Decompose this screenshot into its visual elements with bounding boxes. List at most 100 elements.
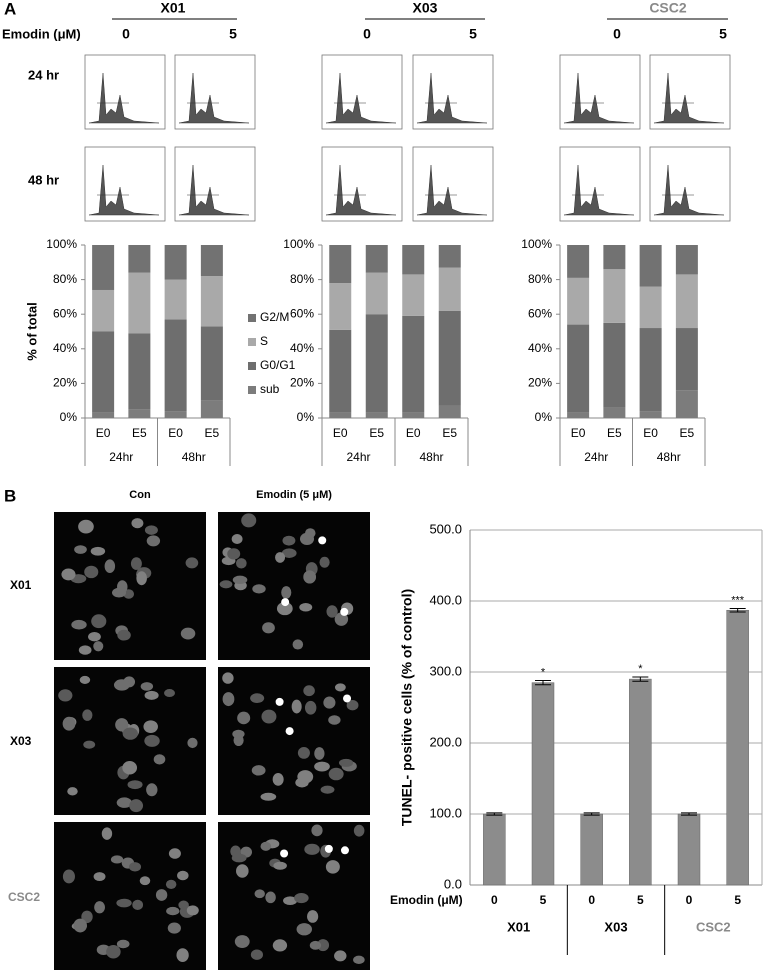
- nucleus: [316, 939, 330, 952]
- bar-segment: [639, 286, 662, 329]
- nucleus: [261, 709, 277, 724]
- nucleus: [78, 519, 94, 534]
- nucleus: [273, 861, 287, 870]
- nucleus: [78, 645, 92, 655]
- bar-segment: [365, 245, 388, 273]
- error-bar: [583, 812, 600, 816]
- histogram-trace: [653, 164, 725, 216]
- bar-segment: [92, 412, 115, 418]
- nucleus: [320, 785, 335, 794]
- nucleus: [146, 535, 161, 547]
- nucleus: [297, 747, 310, 759]
- histogram-trace: [88, 72, 160, 124]
- y-tick-label: 80%: [53, 272, 77, 286]
- panel-label: A: [4, 0, 16, 18]
- apoptotic-nucleus: [343, 694, 352, 703]
- x-tick-label: E5: [369, 426, 384, 440]
- dose-label: 0: [122, 26, 130, 42]
- y-axis-title: TUNEL- positive cells (% of control): [399, 589, 415, 826]
- nucleus: [272, 772, 284, 786]
- bar-segment: [128, 333, 151, 410]
- y-tick-label: 40%: [528, 341, 552, 355]
- legend-swatch: [248, 338, 256, 346]
- nucleus: [262, 622, 275, 634]
- nucleus: [127, 780, 143, 790]
- nucleus: [185, 557, 199, 569]
- nucleus: [115, 718, 129, 732]
- cell-line-label: X01: [161, 0, 186, 16]
- nucleus: [81, 910, 93, 924]
- micrograph: [54, 667, 206, 815]
- histogram-trace: [178, 72, 250, 124]
- bar-segment: [438, 310, 461, 406]
- nucleus: [180, 627, 196, 640]
- nucleus: [88, 631, 101, 642]
- nucleus: [112, 587, 127, 598]
- bar-segment: [92, 245, 115, 290]
- nucleus: [104, 559, 116, 573]
- bar-segment: [639, 411, 662, 418]
- nucleus: [311, 824, 323, 837]
- y-tick-label: 400.0: [429, 592, 462, 607]
- bar: [531, 682, 555, 886]
- bar-segment: [329, 283, 352, 330]
- bar-segment: [365, 412, 388, 418]
- dose-label: 5: [469, 26, 477, 42]
- nucleus: [353, 955, 365, 965]
- histogram-frame: [321, 54, 403, 130]
- y-tick-label: 100%: [521, 237, 552, 251]
- y-tick-label: 100%: [283, 237, 314, 251]
- histogram-frame: [321, 146, 403, 222]
- nucleus: [234, 935, 250, 948]
- y-tick-label: 60%: [290, 306, 314, 320]
- nucleus: [139, 876, 151, 886]
- legend-swatch: [248, 314, 256, 322]
- x-tick-label: E5: [442, 426, 457, 440]
- nucleus: [319, 556, 330, 568]
- apoptotic-nucleus: [340, 607, 349, 616]
- x-tick-label: 5: [540, 893, 547, 907]
- nucleus: [328, 767, 344, 781]
- nucleus: [116, 797, 133, 808]
- apoptotic-nucleus: [285, 727, 294, 736]
- significance-label: *: [541, 666, 546, 678]
- group-label: 48hr: [182, 450, 206, 464]
- bar-segment: [603, 269, 626, 323]
- column-label: Con: [129, 489, 151, 501]
- bar-segment: [675, 390, 698, 418]
- nucleus: [74, 545, 87, 554]
- nucleus: [110, 855, 124, 864]
- histogram-frame: [559, 146, 641, 222]
- nucleus: [227, 548, 241, 560]
- nucleus: [79, 675, 91, 684]
- y-tick-label: 60%: [53, 306, 77, 320]
- nucleus: [323, 696, 336, 709]
- nucleus: [303, 685, 315, 697]
- nucleus: [309, 940, 322, 950]
- nucleus: [123, 589, 135, 599]
- nucleus: [82, 709, 93, 721]
- bar-segment: [402, 274, 425, 316]
- bar-segment: [639, 328, 662, 412]
- nucleus: [167, 922, 181, 934]
- bar-segment: [675, 274, 698, 329]
- bar-segment: [603, 245, 626, 270]
- nucleus: [58, 689, 73, 702]
- nucleus: [222, 692, 235, 707]
- nucleus: [116, 898, 132, 908]
- histogram-trace: [416, 164, 488, 216]
- nucleus: [73, 918, 87, 933]
- x-tick-label: E5: [607, 426, 622, 440]
- y-tick-label: 0.0: [444, 876, 462, 891]
- y-tick-label: 20%: [528, 376, 552, 390]
- nucleus: [117, 629, 131, 641]
- nucleus: [128, 862, 142, 872]
- histogram-frame: [412, 54, 494, 130]
- y-tick-label: 60%: [528, 306, 552, 320]
- nucleus: [291, 699, 302, 714]
- nucleus: [334, 950, 347, 962]
- bar-segment: [567, 412, 590, 418]
- bar-segment: [567, 277, 590, 325]
- nucleus: [233, 734, 244, 747]
- panel-label: B: [4, 486, 16, 505]
